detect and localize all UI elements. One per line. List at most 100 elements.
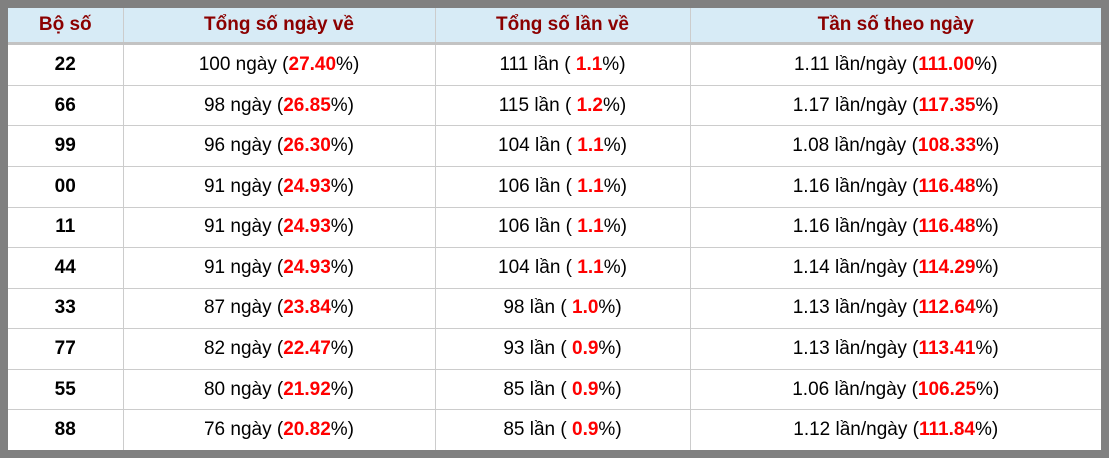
value-text: 80 ngày ( bbox=[203, 378, 284, 400]
percent-value: 116.48 bbox=[918, 216, 976, 238]
table-row: 44 91 ngày (24.93%) 104 lần ( 1.1%) 1.14 lầ… bbox=[8, 247, 1101, 289]
value-text: 104 lần ( bbox=[498, 256, 578, 278]
value-suffix: %) bbox=[975, 297, 999, 319]
total-days-cell: 76 ngày (20.82%) bbox=[122, 409, 435, 450]
percent-value: 0.9 bbox=[572, 338, 599, 360]
value-text: 96 ngày ( bbox=[203, 135, 284, 157]
value-suffix: %) bbox=[330, 175, 354, 197]
percent-value: 1.1 bbox=[577, 256, 604, 278]
total-days-cell: 91 ngày (24.93%) bbox=[122, 206, 435, 248]
value-suffix: %) bbox=[330, 419, 354, 441]
percent-value: 1.2 bbox=[576, 94, 603, 116]
value-suffix: %) bbox=[975, 94, 999, 116]
column-header-frequency: Tần số theo ngày bbox=[689, 8, 1101, 45]
percent-value: 116.48 bbox=[918, 175, 976, 197]
percent-value: 0.9 bbox=[572, 419, 599, 441]
value-text: 82 ngày ( bbox=[203, 338, 284, 360]
percent-value: 117.35 bbox=[918, 94, 976, 116]
value-suffix: %) bbox=[976, 378, 1000, 400]
pair-cell: 66 bbox=[8, 84, 123, 126]
total-times-cell: 111 lần ( 1.1%) bbox=[434, 43, 690, 86]
percent-value: 20.82 bbox=[283, 419, 331, 441]
value-text: 100 ngày ( bbox=[198, 53, 289, 75]
value-text: 104 lần ( bbox=[498, 135, 578, 157]
value-suffix: %) bbox=[330, 297, 354, 319]
pair-cell: 22 bbox=[8, 43, 123, 86]
percent-value: 111.84 bbox=[918, 419, 975, 441]
value-text: 1.13 lần/ngày ( bbox=[792, 338, 919, 360]
table-row: 99 96 ngày (26.30%) 104 lần ( 1.1%) 1.08 lầ… bbox=[8, 125, 1101, 167]
value-suffix: %) bbox=[330, 135, 354, 157]
value-text: 91 ngày ( bbox=[203, 216, 284, 238]
value-text: 1.11 lần/ngày ( bbox=[793, 53, 919, 75]
value-suffix: %) bbox=[330, 378, 354, 400]
value-text: 93 lần ( bbox=[503, 338, 572, 360]
frequency-cell: 1.16 lần/ngày (116.48%) bbox=[689, 165, 1101, 208]
value-text: 1.16 lần/ngày ( bbox=[792, 175, 919, 197]
percent-value: 21.92 bbox=[283, 378, 331, 400]
frequency-cell: 1.16 lần/ngày (116.48%) bbox=[689, 206, 1101, 248]
value-suffix: %) bbox=[598, 419, 622, 441]
percent-value: 1.1 bbox=[577, 175, 604, 197]
total-days-cell: 98 ngày (26.85%) bbox=[122, 84, 435, 126]
frequency-cell: 1.17 lần/ngày (117.35%) bbox=[689, 84, 1101, 126]
value-text: 1.12 lần/ngày ( bbox=[793, 419, 919, 441]
percent-value: 24.93 bbox=[283, 216, 331, 238]
total-days-cell: 80 ngày (21.92%) bbox=[122, 368, 435, 410]
value-text: 106 lần ( bbox=[498, 216, 578, 238]
value-text: 1.13 lần/ngày ( bbox=[792, 297, 919, 319]
table-row: 77 82 ngày (22.47%) 93 lần ( 0.9%) 1.13 lần… bbox=[8, 328, 1101, 370]
percent-value: 1.0 bbox=[572, 297, 599, 319]
table-row: 00 91 ngày (24.93%) 106 lần ( 1.1%) 1.16 lầ… bbox=[8, 165, 1101, 208]
percent-value: 1.1 bbox=[575, 53, 603, 75]
table-row: 66 98 ngày (26.85%) 115 lần ( 1.2%) 1.17 lầ… bbox=[8, 84, 1101, 126]
frequency-cell: 1.13 lần/ngày (113.41%) bbox=[689, 328, 1101, 370]
percent-value: 24.93 bbox=[283, 175, 331, 197]
pair-cell: 55 bbox=[8, 368, 123, 410]
total-days-cell: 87 ngày (23.84%) bbox=[122, 287, 435, 329]
value-text: 85 lần ( bbox=[503, 419, 572, 441]
percent-value: 27.40 bbox=[288, 53, 337, 75]
table-row: 11 91 ngày (24.93%) 106 lần ( 1.1%) 1.16 lầ… bbox=[8, 206, 1101, 248]
value-text: 98 lần ( bbox=[503, 297, 572, 319]
frequency-cell: 1.06 lần/ngày (106.25%) bbox=[689, 368, 1101, 410]
value-suffix: %) bbox=[602, 53, 626, 75]
percent-value: 1.1 bbox=[577, 216, 604, 238]
value-suffix: %) bbox=[598, 378, 622, 400]
pair-cell: 77 bbox=[8, 328, 123, 370]
value-text: 85 lần ( bbox=[503, 378, 572, 400]
value-text: 115 lần ( bbox=[498, 94, 577, 116]
lottery-stats-table: Bộ số Tổng số ngày về Tổng số lần về Tần số… bbox=[8, 8, 1101, 450]
total-times-cell: 104 lần ( 1.1%) bbox=[434, 125, 690, 167]
percent-value: 26.85 bbox=[283, 94, 331, 116]
percent-value: 111.00 bbox=[918, 53, 975, 75]
column-header-total-times: Tổng số lần về bbox=[434, 8, 690, 45]
frequency-cell: 1.13 lần/ngày (112.64%) bbox=[689, 287, 1101, 329]
table-body: 22 100 ngày (27.40%) 111 lần ( 1.1%) 1.11 l… bbox=[8, 43, 1101, 450]
value-text: 1.08 lần/ngày ( bbox=[792, 135, 918, 157]
value-suffix: %) bbox=[975, 175, 999, 197]
value-suffix: %) bbox=[330, 216, 354, 238]
total-times-cell: 85 lần ( 0.9%) bbox=[434, 409, 690, 450]
value-text: 87 ngày ( bbox=[203, 297, 284, 319]
table-row: 22 100 ngày (27.40%) 111 lần ( 1.1%) 1.11 l… bbox=[8, 43, 1101, 86]
value-text: 91 ngày ( bbox=[203, 175, 284, 197]
value-text: 98 ngày ( bbox=[203, 94, 284, 116]
value-text: 1.14 lần/ngày ( bbox=[792, 256, 919, 278]
value-suffix: %) bbox=[975, 256, 999, 278]
value-suffix: %) bbox=[330, 338, 354, 360]
total-times-cell: 98 lần ( 1.0%) bbox=[434, 287, 690, 329]
pair-cell: 44 bbox=[8, 247, 123, 289]
value-suffix: %) bbox=[603, 135, 627, 157]
value-suffix: %) bbox=[975, 216, 999, 238]
value-suffix: %) bbox=[330, 94, 354, 116]
total-days-cell: 100 ngày (27.40%) bbox=[122, 43, 435, 86]
value-suffix: %) bbox=[975, 419, 999, 441]
value-suffix: %) bbox=[603, 216, 627, 238]
total-days-cell: 91 ngày (24.93%) bbox=[122, 247, 435, 289]
frequency-cell: 1.11 lần/ngày (111.00%) bbox=[689, 43, 1101, 86]
total-days-cell: 91 ngày (24.93%) bbox=[122, 165, 435, 208]
total-times-cell: 104 lần ( 1.1%) bbox=[434, 247, 690, 289]
value-suffix: %) bbox=[603, 256, 627, 278]
value-text: 1.16 lần/ngày ( bbox=[792, 216, 919, 238]
